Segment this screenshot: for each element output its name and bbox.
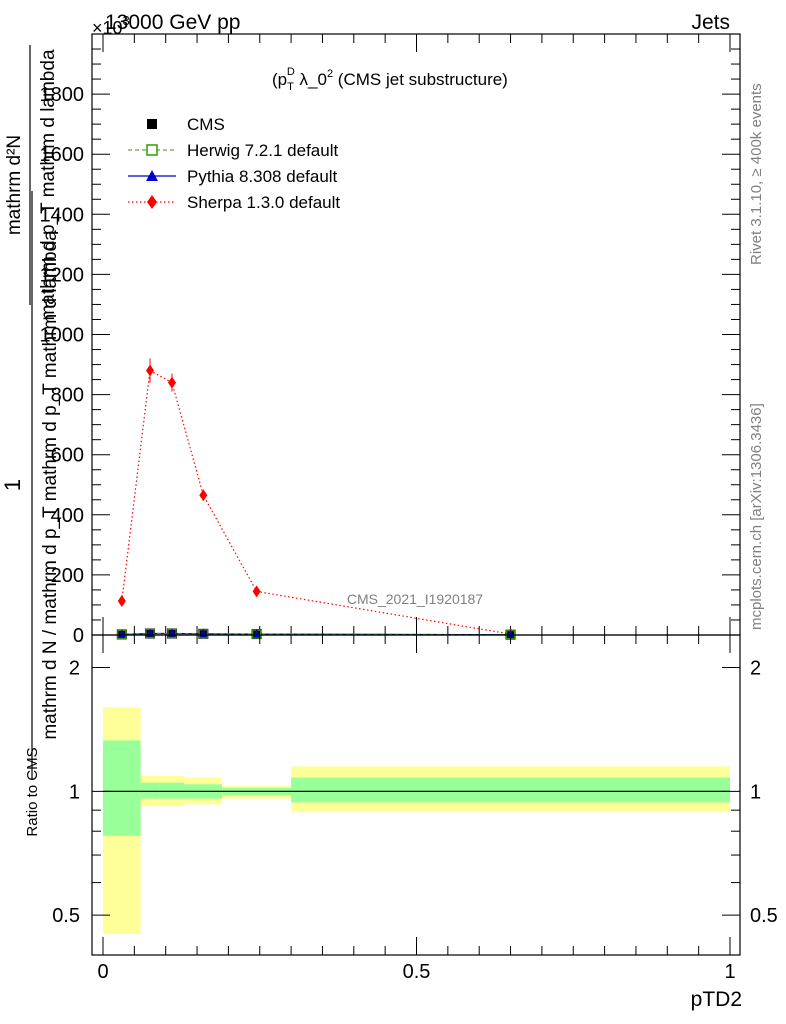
sherpa-point [252,585,261,598]
xtick-label: 0 [97,961,108,983]
legend-marker-diamond [147,195,157,209]
main-ytick-label: 1600 [40,144,85,166]
pythia-point [506,629,515,638]
legend: CMS Herwig 7.2.1 default Pythia 8.308 defa… [128,115,340,212]
ratio-bands [103,707,730,934]
ratio-ytick-label-right: 2 [750,658,761,680]
legend-entry: Herwig 7.2.1 default [128,141,338,160]
sherpa-point [167,376,176,389]
y-exponent: ×103 [92,13,130,38]
main-ytick-label: 1200 [40,264,85,286]
rivet-label: Rivet 3.1.10, ≥ 400k events [748,83,765,265]
main-ylabel: 1 mathrm d N / mathrm d p_T mathrm d p_T… [0,45,61,779]
header-left: 13000 GeV pp [105,11,240,34]
ratio-axis-ticks [92,635,740,955]
legend-marker-open-square [146,144,158,156]
ratio-ytick-label: 1 [69,781,80,803]
xtick-label: 0.5 [403,961,431,983]
legend-label: Herwig 7.2.1 default [187,141,338,160]
xtick-label: 1 [724,961,735,983]
main-ytick-label: 400 [51,505,84,527]
ylabel-denominator-2: mathrm d p_T mathrm d lambda [38,49,59,320]
ratio-ytick-label-right: 0.5 [750,905,778,927]
legend-label: Pythia 8.308 default [187,167,338,186]
ylabel-denominator: mathrm d N / mathrm d p_T mathrm d p_T m… [40,230,61,740]
main-ytick-label: 0 [73,625,84,647]
x-axis-label: pTD2 [691,988,742,1011]
ratio-ylabel: Ratio to CMS [24,747,41,836]
main-ytick-label: 800 [51,385,84,407]
legend-entry: Sherpa 1.3.0 default [128,193,340,212]
main-ytick-label: 1400 [40,204,85,226]
ratio-ytick-label-right: 1 [750,781,761,803]
sherpa-point [199,489,208,502]
plot-title: (pTD λ_02 (CMS jet substructure) [272,66,508,93]
ratio-band-inner [159,782,185,799]
main-ytick-label: 200 [51,565,84,587]
main-ytick-label: 1000 [40,325,85,347]
mcplots-label: mcplots.cern.ch [arXiv:1306.3436] [748,403,765,630]
legend-label: CMS [187,115,225,134]
ratio-ytick-labels: 0.5 0.5 1 1 2 2 [52,658,778,928]
sherpa-point [146,364,155,377]
legend-marker-triangle [146,170,158,181]
main-ytick-labels: 0 200 400 600 800 1000 1200 1400 1600 1800 [40,84,85,647]
ratio-ytick-label: 2 [69,658,80,680]
legend-entry: Pythia 8.308 default [128,167,338,186]
ylabel-one: 1 [0,479,25,491]
ratio-band-inner [103,740,141,836]
watermark: CMS_2021_I1920187 [347,591,483,607]
ratio-ytick-label: 0.5 [52,905,80,927]
ratio-band-inner [291,777,730,803]
legend-entry: CMS [147,115,225,134]
main-ytick-label: 1800 [40,84,85,106]
ylabel-numerator-2: mathrm d²N [4,135,25,235]
header-right: Jets [691,11,730,34]
legend-label: Sherpa 1.3.0 default [187,193,340,212]
xtick-labels: 0 0.5 1 [97,961,735,983]
legend-marker-square [147,119,157,129]
sherpa-point [117,595,126,608]
main-ytick-label: 600 [51,445,84,467]
ratio-band-inner [140,782,160,799]
